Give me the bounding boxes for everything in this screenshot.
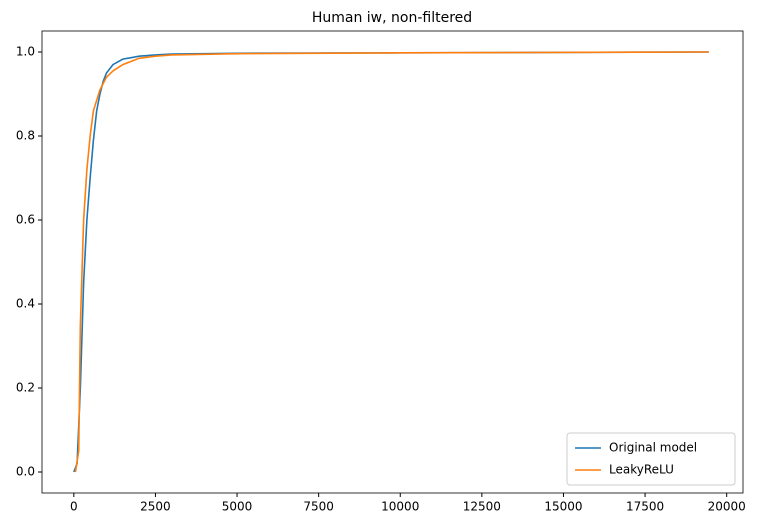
x-tick-label: 12500 bbox=[463, 500, 501, 514]
x-tick-label: 7500 bbox=[303, 500, 334, 514]
x-tick-label: 17500 bbox=[626, 500, 664, 514]
y-tick-label: 0.0 bbox=[16, 465, 35, 479]
y-tick-label: 0.8 bbox=[16, 129, 35, 143]
x-tick-label: 5000 bbox=[222, 500, 253, 514]
y-tick-label: 0.2 bbox=[16, 381, 35, 395]
y-tick-label: 1.0 bbox=[16, 45, 35, 59]
x-tick-label: 2500 bbox=[140, 500, 171, 514]
chart-title: Human iw, non-filtered bbox=[312, 10, 472, 26]
legend-label: Original model bbox=[609, 441, 697, 455]
plot-frame bbox=[41, 30, 744, 494]
legend-box bbox=[566, 432, 736, 486]
x-tick-label: 10000 bbox=[381, 500, 419, 514]
series-line bbox=[74, 51, 709, 473]
x-tick-label: 0 bbox=[70, 500, 78, 514]
series-line bbox=[73, 51, 709, 473]
x-tick-label: 15000 bbox=[544, 500, 582, 514]
x-tick-label: 20000 bbox=[708, 500, 746, 514]
y-tick-label: 0.6 bbox=[16, 213, 35, 227]
y-tick-label: 0.4 bbox=[16, 297, 35, 311]
legend-label: LeakyReLU bbox=[609, 463, 674, 477]
